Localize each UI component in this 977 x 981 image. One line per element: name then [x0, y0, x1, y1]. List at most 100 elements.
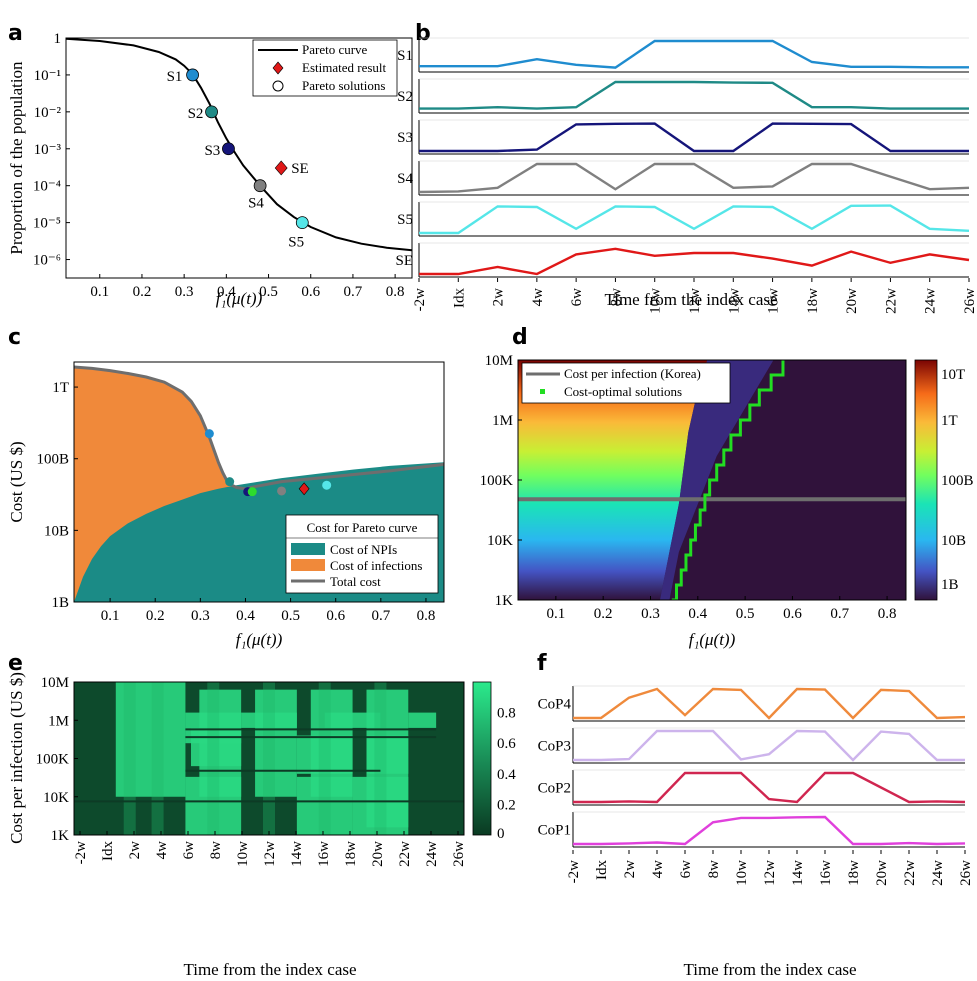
ytick-label-a: 10⁻⁴ — [33, 179, 61, 195]
time-tick-label: 24w — [923, 288, 939, 314]
cost-point-4 — [277, 486, 287, 496]
pareto-point-s3 — [222, 142, 235, 156]
heatmap-e-block-10 — [296, 735, 353, 774]
panel-letter-a: a — [8, 21, 23, 46]
heatmap-d-mid-band — [659, 360, 774, 600]
axis-xlabel-e: Time from the index case — [183, 960, 356, 979]
time-tick-label: 22w — [902, 860, 918, 886]
xtick-label-a: 0.3 — [175, 284, 194, 300]
time-tick-label: 2w — [127, 841, 143, 860]
axis-xlabel-d: f₁(μ(t)) — [689, 630, 736, 649]
xtick-label-d: 0.7 — [830, 606, 849, 622]
time-tick-label: -2w — [412, 288, 428, 311]
legend-c-title: Cost for Pareto curve — [307, 520, 418, 535]
legend-pareto-solutions-swatch — [272, 80, 284, 92]
time-tick-label: 26w — [962, 288, 977, 314]
xtick-label-d: 0.5 — [736, 606, 755, 622]
series-line-cop1 — [573, 815, 966, 846]
colorbar-e-label: 0.4 — [497, 767, 516, 783]
strip-label-s1: S1 — [397, 48, 413, 64]
time-tick-label: 6w — [181, 841, 197, 860]
time-tick-label: Idx — [594, 860, 610, 880]
time-tick-label: 12w — [687, 288, 703, 314]
xtick-label-a: 0.8 — [386, 284, 405, 300]
panel-a-frame — [65, 37, 413, 279]
series-line-s4 — [418, 162, 970, 194]
colorbar-d-label: 10B — [941, 533, 966, 549]
heatmap-e-block-9 — [191, 727, 242, 767]
time-tick-label: 10w — [235, 841, 251, 867]
time-tick-label: 8w — [608, 288, 624, 307]
time-tick-label: 26w — [451, 841, 467, 867]
ytick-label-d: 10K — [487, 533, 513, 549]
legend-estimated-result: Estimated result — [302, 60, 387, 75]
strip-label-s5: S5 — [397, 212, 413, 228]
panel-b-schedules: S1 S2 S3 S4 S5 SE -2w Idx 2w 4w 6w 8w 10w 12w 14w 16w 1… — [395, 37, 977, 314]
xtick-label-c: 0.4 — [236, 608, 255, 624]
time-tick-label: 18w — [343, 841, 359, 867]
cost-estimated-point — [298, 482, 310, 496]
xtick-label-a: 0.2 — [133, 284, 152, 300]
cost-point-5 — [322, 480, 332, 490]
ytick-label-e: 10M — [41, 675, 69, 691]
strip-label-cop4: CoP4 — [538, 697, 572, 713]
time-tick-label: 2w — [622, 860, 638, 879]
heatmap-e-band-3 — [263, 682, 275, 835]
legend-total-cost: Total cost — [330, 574, 381, 589]
estimated-point — [274, 160, 288, 176]
time-tick-label: Idx — [451, 288, 467, 308]
pareto-curve — [65, 37, 413, 252]
legend-a: Pareto curve Estimated result Pareto sol… — [252, 39, 398, 97]
legend-c: Cost for Pareto curve Cost of NPIs Cost … — [285, 514, 439, 594]
pareto-point-s5 — [295, 216, 309, 230]
xtick-label-c: 0.1 — [101, 608, 120, 624]
axis-ylabel-c: Cost (US $) — [7, 441, 26, 522]
strip-label-cop1: CoP1 — [538, 823, 571, 839]
ytick-label-d: 1K — [495, 593, 514, 609]
time-tick-label: 20w — [370, 841, 386, 867]
strip-label-cop3: CoP3 — [538, 739, 571, 755]
panel-d-heatmap: 0.1 0.2 0.3 0.4 0.5 0.6 0.7 0.8 1K 10K 100K 1M 10M C… — [480, 353, 974, 649]
legend-estimated-swatch — [272, 61, 284, 75]
xtick-label-a: 0.6 — [301, 284, 320, 300]
strip-label-s3: S3 — [397, 130, 413, 146]
time-tick-label: 20w — [844, 288, 860, 314]
time-tick-label: 18w — [846, 860, 862, 886]
ytick-label-a: 10⁻³ — [34, 142, 62, 158]
panel-c-frame — [73, 361, 445, 603]
time-tick-label: 24w — [424, 841, 440, 867]
xtick-label-a: 0.1 — [90, 284, 109, 300]
series-line-cop2 — [573, 771, 966, 804]
ytick-label-c: 100B — [36, 452, 69, 468]
point-label-s1: S1 — [167, 69, 183, 85]
time-tick-label: 10w — [648, 288, 664, 314]
heatmap-e-band-5 — [374, 682, 387, 835]
point-label-s5: S5 — [288, 235, 304, 251]
ytick-label-c: 10B — [44, 523, 69, 539]
time-tick-label: 20w — [874, 860, 890, 886]
time-tick-label: 14w — [289, 841, 305, 867]
axis-xlabel-a: f₁(μ(t)) — [216, 289, 263, 308]
heatmap-e-block-11 — [366, 735, 409, 774]
point-label-s3: S3 — [204, 143, 220, 159]
point-label-s4: S4 — [248, 196, 264, 212]
time-tick-label: 18w — [805, 288, 821, 314]
time-tick-label: Idx — [100, 841, 116, 861]
ytick-label-d: 100K — [480, 473, 514, 489]
ytick-label-a: 10⁻⁵ — [33, 216, 61, 232]
panel-letter-c: c — [8, 325, 21, 350]
series-line-s5 — [419, 204, 970, 235]
axis-ylabel-a: Proportion of the population — [7, 61, 26, 255]
heatmap-e-band-0 — [123, 682, 136, 835]
heatmap-e-block-8 — [408, 712, 437, 728]
point-label-s2: S2 — [188, 106, 204, 122]
legend-optimal-swatch — [540, 389, 545, 394]
time-tick-label: 4w — [154, 841, 170, 860]
heatmap-e-block-2 — [255, 689, 297, 797]
colorbar-e — [472, 681, 492, 836]
ytick-label-a: 10⁻⁶ — [33, 253, 61, 269]
ytick-label-e: 10K — [43, 790, 69, 806]
time-tick-label: -2w — [73, 841, 89, 864]
panel-a-pareto: 0.1 0.2 0.3 0.4 0.5 0.6 0.7 0.8 1 10⁻¹ 10⁻² 10⁻³ 10⁻… — [7, 31, 413, 308]
xtick-label-c: 0.5 — [281, 608, 300, 624]
